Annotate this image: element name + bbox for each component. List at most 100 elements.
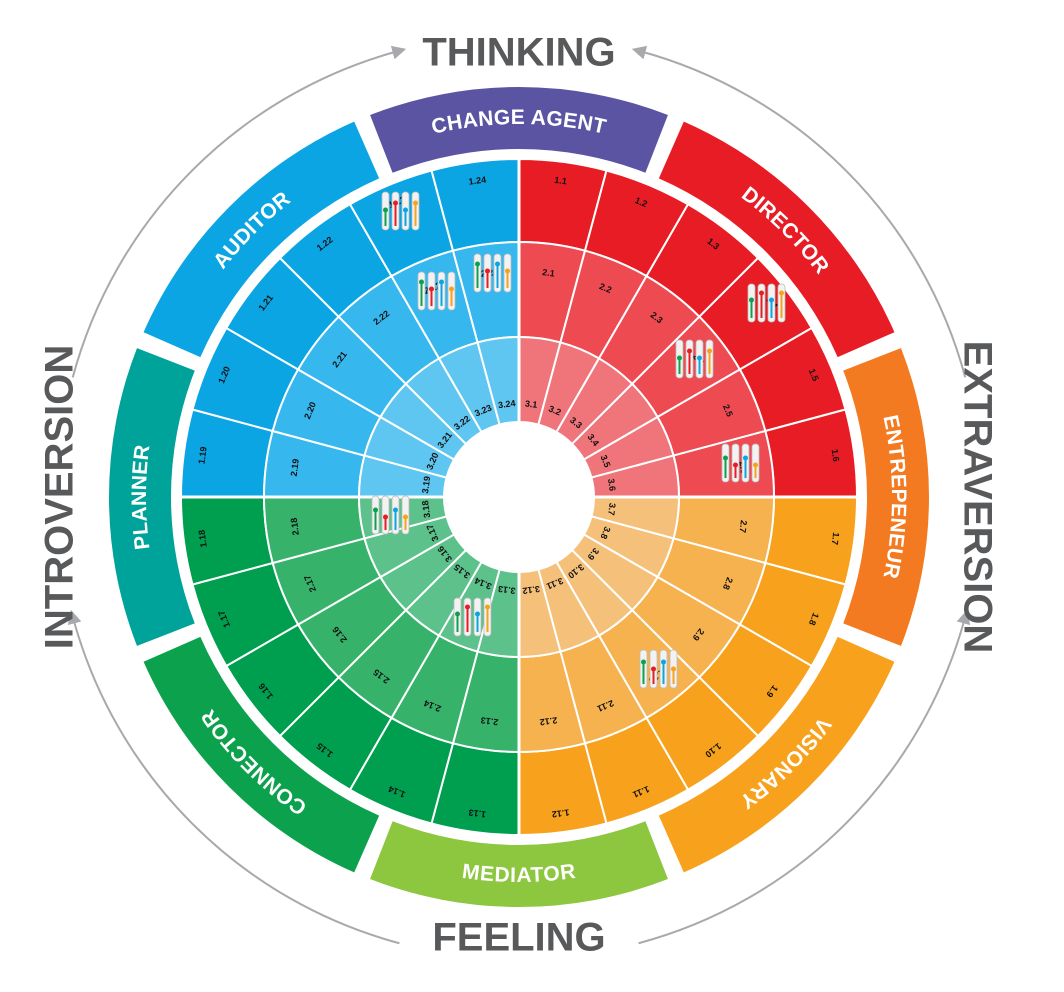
tube-dot	[475, 261, 480, 267]
segment-label: 2.1	[542, 267, 556, 279]
tube-dot	[475, 611, 480, 617]
segment-label: 2.12	[539, 715, 558, 727]
axis-arrow	[631, 45, 967, 378]
segment-label: 3.6	[606, 478, 618, 492]
center	[444, 422, 594, 572]
segment-label: 2.18	[289, 517, 301, 536]
tube-fill	[506, 271, 509, 288]
tube-fill	[430, 289, 433, 306]
tube-fill	[672, 669, 675, 684]
segment-label: 3.19	[420, 475, 432, 494]
tube-dot	[769, 297, 774, 303]
tube-fill	[404, 517, 407, 530]
segment-label: 1.5	[807, 367, 821, 382]
tube-fill	[688, 351, 691, 374]
role-label-path: MEDIATOR	[461, 859, 577, 886]
axis-left: INTROVERSION	[38, 345, 82, 649]
segment-label: 2.5	[721, 403, 735, 418]
tube-fill	[750, 300, 753, 318]
tube-fill	[384, 517, 387, 530]
tube-fill	[476, 264, 479, 288]
tube-dot	[449, 286, 454, 292]
segment-label: 1.13	[468, 807, 487, 819]
tube-fill	[476, 614, 479, 632]
tube-fill	[698, 358, 701, 374]
role-label: PLANNER	[128, 443, 155, 551]
segment-label: 1.7	[830, 532, 842, 546]
tube-dot	[661, 659, 666, 665]
tube-fill	[456, 614, 459, 632]
tube-dot	[383, 207, 388, 213]
tube-dot	[383, 514, 388, 520]
tube-fill	[486, 271, 489, 288]
axis-arrows	[67, 45, 971, 945]
role-segment	[109, 348, 195, 646]
role-segment	[843, 348, 929, 646]
tube-fill	[724, 458, 727, 478]
segment-label: 2.19	[289, 458, 301, 477]
tube-fill	[708, 351, 711, 374]
segment-label: 3.24	[497, 398, 516, 410]
tube-fill	[744, 458, 747, 478]
tube-dot	[707, 348, 712, 354]
tube-dot	[753, 462, 758, 468]
segment-label: 3.8	[598, 525, 612, 540]
tube-fill	[404, 210, 407, 226]
tube-dot	[455, 611, 460, 617]
segment-label: 1.1	[554, 175, 568, 187]
tube-dot	[671, 666, 676, 672]
tube-dot	[697, 355, 702, 361]
tube-dot	[743, 455, 748, 461]
tube-fill	[678, 358, 681, 374]
tube-dot	[465, 604, 470, 610]
tube-dot	[749, 297, 754, 303]
tube-fill	[734, 465, 737, 478]
tube-fill	[496, 264, 499, 288]
tube-dot	[403, 207, 408, 213]
role-segment	[658, 121, 895, 358]
role-segment	[370, 821, 668, 907]
tube-dot	[651, 666, 656, 672]
tube-dot	[779, 290, 784, 296]
tube-fill	[420, 282, 423, 306]
tube-fill	[440, 282, 443, 306]
segment-label: 2.8	[721, 576, 735, 591]
axis-bottom: FEELING	[432, 916, 605, 960]
role-segment	[370, 87, 668, 173]
tube-fill	[414, 203, 417, 226]
tube-fill	[374, 510, 377, 530]
segment-label: 1.12	[551, 807, 570, 819]
tube-fill	[780, 293, 783, 318]
segment-label: 2.7	[737, 520, 749, 534]
tube-dot	[485, 604, 490, 610]
role-segment	[143, 636, 380, 873]
axis-arrow	[71, 45, 407, 378]
tube-fill	[384, 210, 387, 226]
tube-dot	[419, 279, 424, 285]
axis-arrow	[67, 609, 400, 945]
tube-dot	[733, 462, 738, 468]
role-label: MEDIATOR	[461, 859, 577, 886]
role-segment	[658, 636, 895, 873]
icons	[371, 191, 786, 689]
tube-dot	[505, 268, 510, 274]
segment-label: 3.5	[598, 453, 612, 468]
tube-dot	[485, 268, 490, 274]
segment-label: 1.24	[468, 175, 487, 187]
tube-fill	[394, 203, 397, 226]
segment-label: 3.2	[547, 403, 562, 417]
segment-label: 2.2	[598, 281, 613, 295]
tube-dot	[495, 261, 500, 267]
tube-fill	[486, 607, 489, 632]
tube-dot	[759, 290, 764, 296]
segment-wheel: 1.11.21.31.41.51.61.71.81.91.101.111.121…	[179, 157, 859, 837]
segment-label: 1.2	[633, 195, 648, 209]
tube-dot	[393, 507, 398, 513]
tube-dot	[373, 507, 378, 513]
tube-dot	[439, 279, 444, 285]
tube-dot	[413, 200, 418, 206]
tube-fill	[760, 293, 763, 318]
tube-fill	[754, 465, 757, 478]
segment-label: 1.8	[807, 611, 821, 626]
role-label-path: PLANNER	[128, 443, 154, 551]
